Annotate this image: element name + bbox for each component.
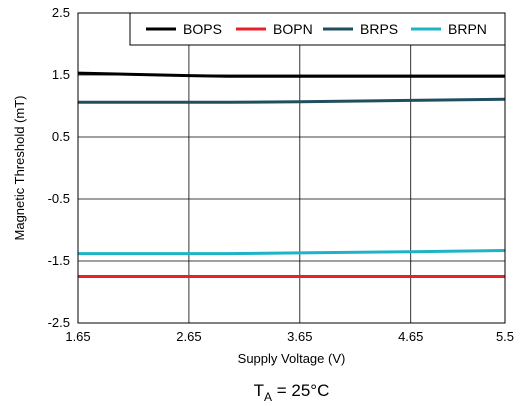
y-axis-title: Magnetic Threshold (mT) [12, 96, 27, 241]
legend-box [129, 12, 506, 46]
condition-symbol: T [254, 381, 264, 400]
x-tick-label: 2.65 [176, 329, 201, 344]
x-tick-label: 3.65 [287, 329, 312, 344]
legend-label-bopn: BOPN [273, 21, 313, 37]
legend-label-brps: BRPS [360, 21, 398, 37]
y-tick-label: -1.5 [48, 253, 70, 268]
y-tick-label: 2.5 [52, 5, 70, 20]
y-tick-labels: 2.5 1.5 0.5 -0.5 -1.5 -2.5 [48, 5, 70, 330]
x-axis-title: Supply Voltage (V) [238, 351, 346, 366]
condition-value: = 25°C [272, 381, 329, 400]
x-tick-labels: 1.65 2.65 3.65 4.65 5.5 [65, 329, 514, 344]
legend: BOPS BOPN BRPS BRPN [129, 12, 506, 46]
legend-label-bops: BOPS [183, 21, 222, 37]
legend-label-brpn: BRPN [448, 21, 487, 37]
plot-background [78, 13, 505, 323]
x-tick-label: 4.65 [398, 329, 423, 344]
condition-annotation: TA = 25°C [254, 381, 330, 404]
series-line-brps [78, 97, 506, 104]
condition-subscript: A [264, 390, 272, 404]
series-line-brpn [78, 249, 506, 256]
y-tick-label: 1.5 [52, 67, 70, 82]
x-tick-label: 5.5 [496, 329, 514, 344]
y-tick-label: 0.5 [52, 129, 70, 144]
x-tick-label: 1.65 [65, 329, 90, 344]
y-tick-label: -0.5 [48, 191, 70, 206]
y-tick-label: -2.5 [48, 315, 70, 330]
series-lines [77, 71, 506, 278]
series-line-bops [77, 71, 505, 78]
